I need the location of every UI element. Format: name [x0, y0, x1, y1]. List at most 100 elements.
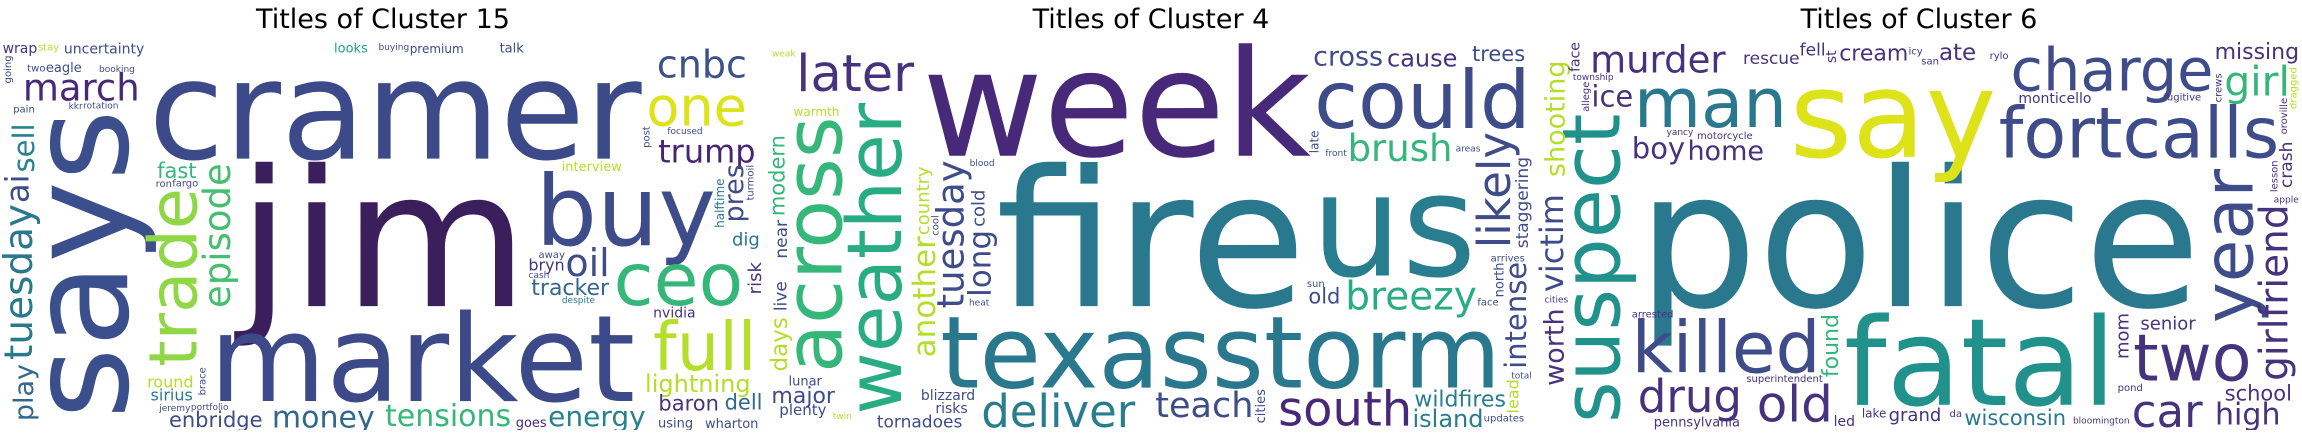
word: high	[2215, 398, 2280, 430]
word: crash	[2277, 142, 2297, 188]
word: cause	[1387, 45, 1457, 73]
word: lesson	[2270, 160, 2281, 192]
word: weather	[830, 102, 919, 414]
word: grand	[1889, 405, 1942, 426]
word: pres	[719, 164, 750, 222]
word: cold	[969, 190, 990, 227]
word: fatal	[1844, 293, 2116, 430]
word: sirius	[151, 386, 193, 405]
word: cream	[1839, 42, 1908, 67]
word: face	[1477, 297, 1498, 308]
word: oil	[565, 241, 609, 285]
word: dell	[725, 390, 763, 414]
word: cnbc	[657, 43, 747, 87]
word: talk	[500, 42, 525, 57]
word: front	[1325, 149, 1347, 159]
word: long	[963, 230, 999, 297]
word: bryn	[528, 256, 564, 275]
word: turmoil	[746, 165, 757, 201]
word: lightning	[645, 370, 751, 398]
word: face	[1568, 42, 1584, 72]
word: portfolio	[191, 403, 229, 413]
word: nvidia	[653, 305, 695, 321]
word: premium	[410, 42, 464, 56]
word: arrested	[1632, 310, 1674, 321]
word: jim	[234, 130, 529, 351]
word: two	[27, 64, 45, 75]
word: wisconsin	[1964, 406, 2066, 430]
word: brace	[197, 367, 208, 395]
word: blood	[970, 159, 995, 169]
word: intense	[1499, 262, 1533, 369]
word: home	[1687, 136, 1764, 167]
word: rotation	[83, 102, 118, 112]
word: rylo	[1990, 51, 2009, 62]
word: ai	[0, 174, 36, 203]
word: man	[1634, 64, 1787, 144]
word: tuesday	[930, 160, 973, 308]
word: cross	[1313, 42, 1383, 73]
word: rescue	[1743, 49, 1800, 69]
word: fast	[157, 159, 196, 183]
word: total	[1511, 372, 1532, 382]
word: likely	[1468, 132, 1521, 248]
word: market	[209, 291, 635, 430]
word: uncertainty	[64, 41, 144, 57]
word: wrap	[3, 41, 38, 57]
word: fire	[996, 130, 1307, 351]
word: girl	[2224, 57, 2290, 105]
word: later	[796, 45, 914, 104]
word: crews	[2213, 73, 2224, 102]
word: money	[272, 400, 375, 430]
word: drug	[1638, 370, 1742, 423]
word: pond	[2118, 383, 2143, 394]
chart-title: Titles of Cluster 15	[256, 4, 510, 35]
word: school	[2225, 382, 2292, 406]
word: buy	[535, 155, 715, 268]
word: weak	[772, 49, 796, 59]
word: island	[1412, 405, 1483, 430]
cluster-4-panel: Titles of Cluster 4 fire week us texasstorm…	[768, 0, 1534, 435]
word: worth	[1540, 308, 1571, 385]
word: another	[907, 236, 943, 357]
word: could	[1314, 54, 1531, 147]
word: monticello	[2018, 91, 2091, 107]
word: pain	[13, 105, 35, 116]
word: updates	[1484, 413, 1524, 424]
word: sell	[7, 123, 41, 172]
word: away	[539, 250, 565, 261]
word: cities	[1254, 389, 1269, 423]
word: booking	[99, 65, 135, 75]
word: modern	[768, 135, 789, 216]
word: looks	[334, 41, 368, 56]
word: cool	[930, 215, 941, 236]
word: heat	[969, 298, 990, 308]
word: risk	[745, 262, 766, 295]
word: texasstorm	[940, 294, 1501, 411]
word: year	[2190, 168, 2270, 323]
word: areas	[1456, 144, 1481, 154]
word: twin	[833, 412, 852, 422]
word: pennsylvania	[1654, 416, 1740, 430]
word: tornadoes	[877, 413, 963, 430]
word: full	[653, 308, 756, 386]
word: one	[646, 75, 747, 138]
word: murder	[1590, 40, 1726, 82]
word: focused	[667, 127, 702, 137]
word: suspect	[1545, 114, 1638, 423]
word: post	[641, 126, 652, 148]
word: fortcalls	[1999, 92, 2279, 174]
word: wharton	[705, 417, 758, 430]
word: across	[768, 116, 860, 372]
word: late	[1308, 130, 1322, 153]
word: da	[1949, 409, 1961, 420]
word: march	[23, 66, 140, 109]
word: us	[1311, 143, 1476, 310]
word: bloomington	[2073, 417, 2130, 427]
chart-title: Titles of Cluster 4	[1032, 4, 1270, 35]
word-cloud: police say fatal fortcalls suspect charge kill…	[1536, 40, 2302, 430]
word: ate	[1939, 40, 1976, 66]
word: teach	[1155, 386, 1253, 426]
